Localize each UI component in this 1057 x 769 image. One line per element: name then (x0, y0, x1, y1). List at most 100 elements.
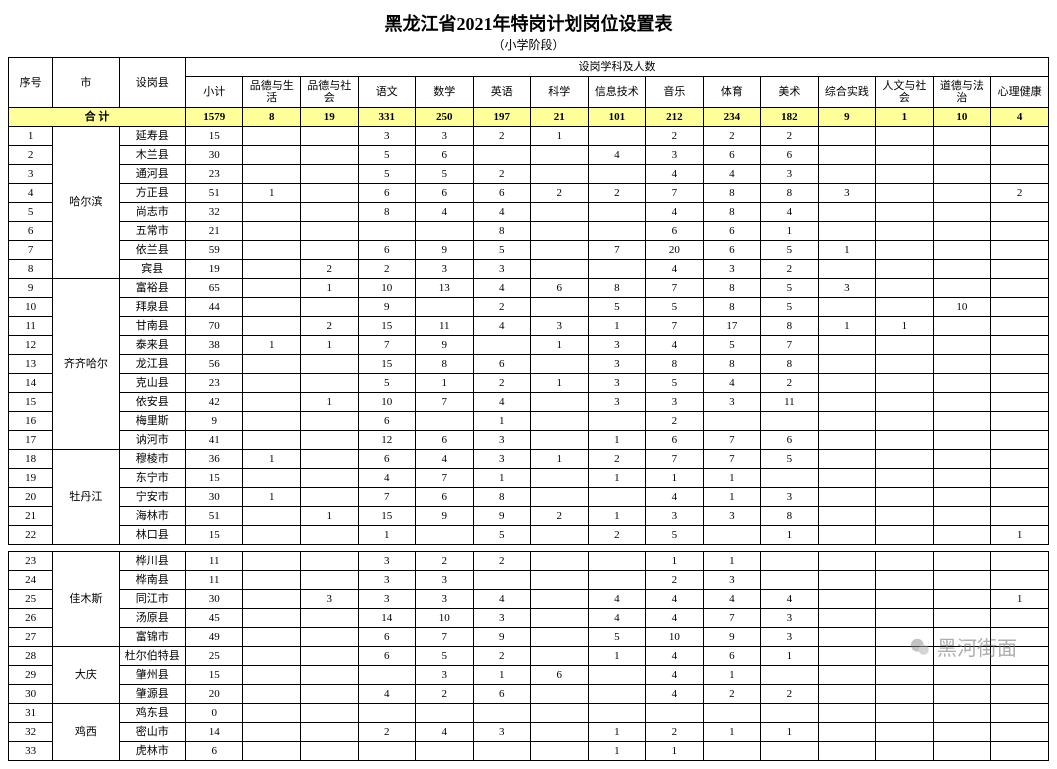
col-subject: 数学 (416, 77, 474, 108)
cell-value (991, 666, 1049, 685)
cell-value: 3 (761, 165, 819, 184)
cell-value (991, 552, 1049, 571)
cell-city: 佳木斯 (53, 552, 119, 647)
cell-value (473, 571, 531, 590)
cell-value (933, 412, 991, 431)
cell-value: 1 (703, 723, 761, 742)
cell-value: 2 (531, 184, 589, 203)
cell-value: 7 (646, 279, 704, 298)
cell-value (933, 184, 991, 203)
cell-value (818, 146, 876, 165)
cell-value (876, 127, 934, 146)
cell-value (818, 742, 876, 761)
cell-value: 4 (473, 393, 531, 412)
cell-value: 51 (185, 507, 243, 526)
cell-value (300, 685, 358, 704)
cell-value: 15 (185, 526, 243, 545)
cell-value (876, 203, 934, 222)
table-row: 24桦南县113323 (9, 571, 1049, 590)
cell-value (473, 336, 531, 355)
cell-value (416, 704, 474, 723)
cell-value: 2 (473, 647, 531, 666)
cell-county: 鸡东县 (119, 704, 185, 723)
positions-table: 序号 市 设岗县 设岗学科及人数 小计品德与生活品德与社会语文数学英语科学信息技… (8, 57, 1049, 761)
cell-value: 4 (646, 666, 704, 685)
cell-county: 穆棱市 (119, 450, 185, 469)
cell-value: 3 (761, 628, 819, 647)
cell-value (933, 241, 991, 260)
cell-value: 6 (761, 431, 819, 450)
cell-value (300, 647, 358, 666)
cell-value: 6 (646, 222, 704, 241)
cell-value: 5 (358, 165, 416, 184)
table-row: 16梅里斯9612 (9, 412, 1049, 431)
cell-value: 8 (703, 184, 761, 203)
cell-value: 2 (473, 552, 531, 571)
cell-value: 14 (185, 723, 243, 742)
cell-seq: 23 (9, 552, 53, 571)
cell-value (243, 241, 301, 260)
cell-value (933, 279, 991, 298)
cell-value: 15 (358, 355, 416, 374)
cell-value: 1 (761, 723, 819, 742)
cell-value (300, 628, 358, 647)
cell-value: 2 (358, 260, 416, 279)
cell-value (876, 355, 934, 374)
cell-value: 7 (416, 393, 474, 412)
cell-value (300, 127, 358, 146)
cell-county: 杜尔伯特县 (119, 647, 185, 666)
cell-value: 5 (703, 336, 761, 355)
cell-value (876, 723, 934, 742)
cell-seq: 4 (9, 184, 53, 203)
cell-value: 3 (416, 666, 474, 685)
col-subject: 语文 (358, 77, 416, 108)
cell-value (358, 222, 416, 241)
cell-value: 2 (531, 507, 589, 526)
cell-value: 7 (358, 336, 416, 355)
cell-value: 1 (761, 526, 819, 545)
cell-value: 3 (761, 609, 819, 628)
cell-value: 9 (416, 507, 474, 526)
cell-value (243, 704, 301, 723)
cell-seq: 30 (9, 685, 53, 704)
cell-value (300, 203, 358, 222)
cell-city: 大庆 (53, 647, 119, 704)
cell-value: 1 (818, 241, 876, 260)
col-subject: 品德与生活 (243, 77, 301, 108)
cell-value (933, 507, 991, 526)
table-row: 9齐齐哈尔富裕县65110134687853 (9, 279, 1049, 298)
cell-value (243, 260, 301, 279)
cell-value: 4 (646, 685, 704, 704)
cell-county: 尚志市 (119, 203, 185, 222)
cell-value (243, 374, 301, 393)
cell-value: 1 (588, 317, 646, 336)
cell-value (991, 571, 1049, 590)
cell-value (243, 431, 301, 450)
cell-value (243, 552, 301, 571)
cell-value: 2 (300, 317, 358, 336)
table-row: 7依兰县59695720651 (9, 241, 1049, 260)
cell-value: 4 (358, 685, 416, 704)
cell-value: 8 (416, 355, 474, 374)
cell-seq: 28 (9, 647, 53, 666)
cell-value (991, 628, 1049, 647)
cell-value: 1 (358, 526, 416, 545)
cell-value: 1 (473, 469, 531, 488)
cell-value (933, 165, 991, 184)
cell-value (991, 260, 1049, 279)
cell-value (818, 393, 876, 412)
cell-value: 3 (703, 260, 761, 279)
totals-label: 合 计 (9, 108, 186, 127)
cell-value: 5 (761, 450, 819, 469)
cell-value (991, 203, 1049, 222)
cell-value (933, 628, 991, 647)
cell-value (876, 552, 934, 571)
cell-value: 2 (473, 374, 531, 393)
cell-value: 2 (646, 571, 704, 590)
cell-value (876, 507, 934, 526)
cell-value (933, 431, 991, 450)
cell-value: 21 (185, 222, 243, 241)
cell-value: 1 (818, 317, 876, 336)
cell-county: 林口县 (119, 526, 185, 545)
cell-value: 8 (646, 355, 704, 374)
